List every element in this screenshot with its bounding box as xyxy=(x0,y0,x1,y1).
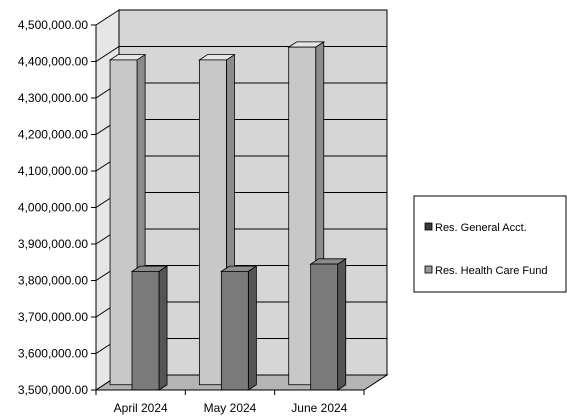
y-tick-label: 3,600,000.00 xyxy=(18,347,88,361)
y-tick-label: 4,000,000.00 xyxy=(18,201,88,215)
legend: Res. General Acct. Res. Health Care Fund xyxy=(413,195,567,293)
y-tick-label: 3,700,000.00 xyxy=(18,310,88,324)
legend-swatch-general xyxy=(424,222,433,231)
bars xyxy=(108,41,348,391)
y-tick-label: 3,800,000.00 xyxy=(18,274,88,288)
legend-label-health: Res. Health Care Fund xyxy=(435,265,548,277)
y-tick-label: 4,400,000.00 xyxy=(18,55,88,69)
legend-swatch-health xyxy=(424,265,433,274)
y-axis: 3,500,000.00 3,600,000.00 3,700,000.00 3,80… xyxy=(18,18,97,397)
bar-side xyxy=(158,265,168,391)
bar-front xyxy=(220,270,249,391)
bar-health-3 xyxy=(309,258,348,391)
y-tick-label: 4,300,000.00 xyxy=(18,91,88,105)
y-tick-label: 3,900,000.00 xyxy=(18,237,88,251)
x-category-label: June 2024 xyxy=(291,401,347,415)
x-axis: April 2024 May 2024 June 2024 xyxy=(95,389,365,415)
bar-front xyxy=(310,263,339,391)
bar-front xyxy=(131,270,160,391)
bar-health-1 xyxy=(130,265,169,391)
legend-label-general: Res. General Acct. xyxy=(435,222,527,234)
y-tick-label: 3,500,000.00 xyxy=(18,383,88,397)
x-category-label: May 2024 xyxy=(204,401,257,415)
bar-health-2 xyxy=(219,265,258,391)
y-tick-label: 4,500,000.00 xyxy=(18,18,88,32)
y-tick-label: 4,100,000.00 xyxy=(18,164,88,178)
x-category-label: April 2024 xyxy=(114,401,168,415)
legend-box xyxy=(413,195,567,293)
bar-side xyxy=(247,265,257,391)
bar-side xyxy=(337,258,347,391)
y-tick-label: 4,200,000.00 xyxy=(18,128,88,142)
